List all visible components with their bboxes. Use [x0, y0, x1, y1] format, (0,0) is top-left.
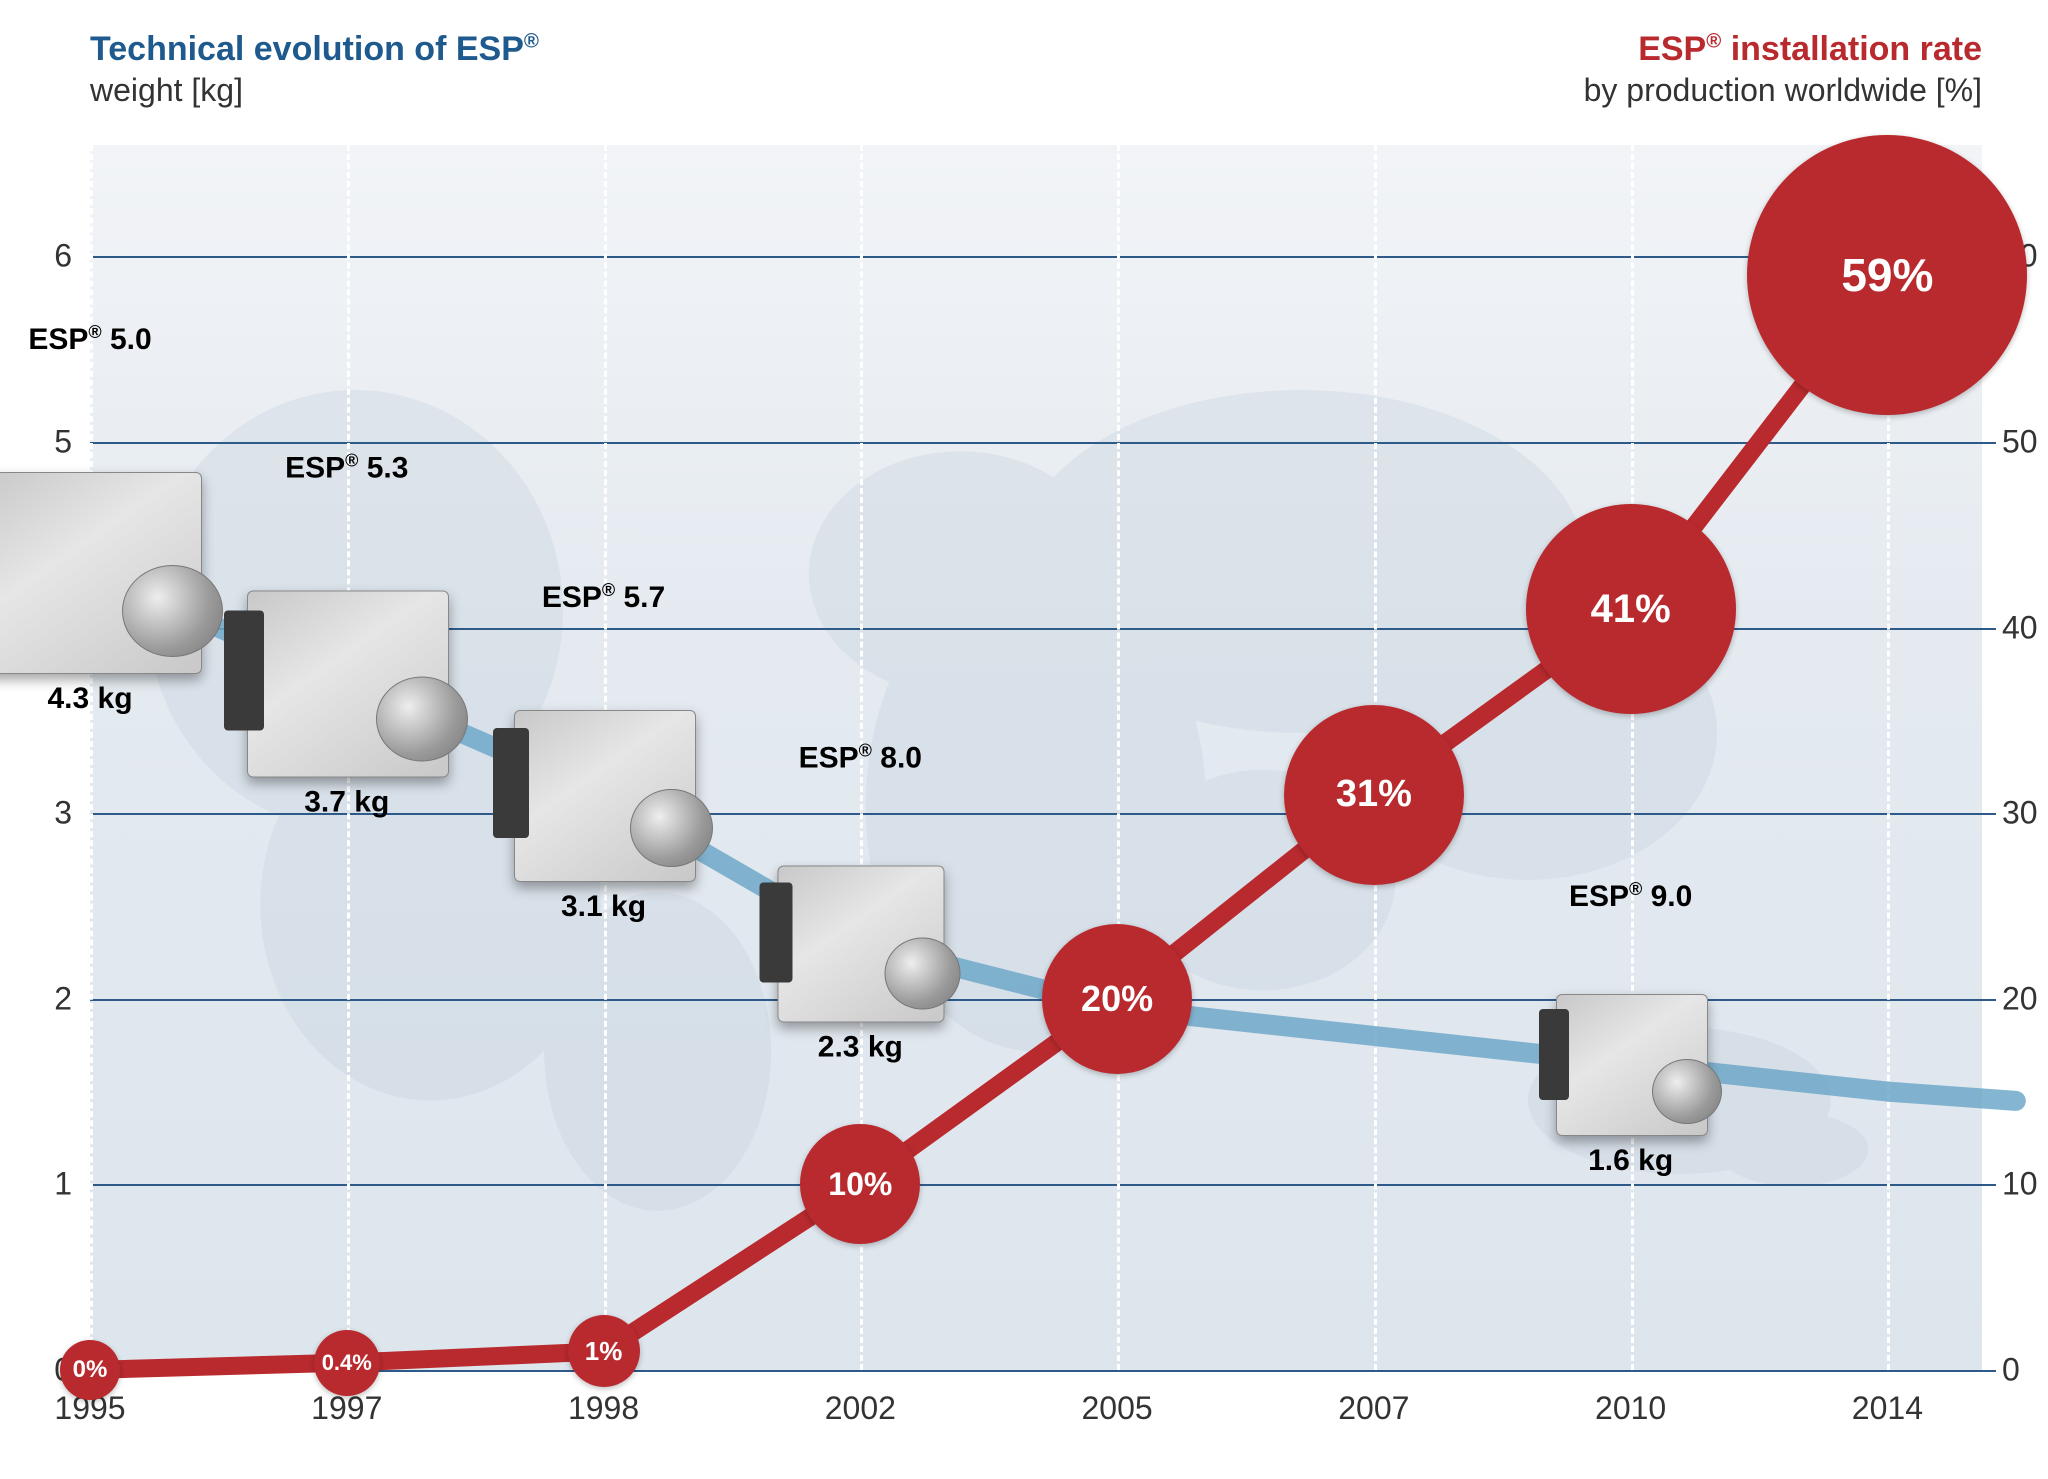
product-body	[247, 591, 449, 778]
x-tick-label: 2014	[1852, 1390, 1923, 1427]
rate-bubble-2010: 41%	[1526, 504, 1736, 714]
left-axis-subtitle: weight [kg]	[90, 72, 243, 109]
product-motor	[884, 937, 960, 1009]
x-tick-label: 2007	[1338, 1390, 1409, 1427]
y-right-tick-label: 10	[2002, 1166, 2038, 1203]
rate-bubble-1998: 1%	[568, 1315, 640, 1387]
y-left-tick-label: 1	[0, 1166, 72, 1203]
product-name-label: ESP® 8.0	[799, 741, 922, 776]
y-right-tick-mark	[1982, 628, 1996, 630]
rate-bubble-1995: 0%	[60, 1340, 120, 1400]
product-esp-5-3: ESP® 5.33.7 kg	[247, 591, 447, 776]
rate-bubble-2014: 59%	[1747, 135, 2027, 415]
x-tick-label: 1998	[568, 1390, 639, 1427]
y-right-tick-label: 30	[2002, 795, 2038, 832]
right-axis-subtitle: by production worldwide [%]	[1584, 72, 1982, 109]
rate-bubble-2007: 31%	[1284, 705, 1464, 885]
gridline-horizontal	[90, 442, 1982, 444]
product-weight-label: 4.3 kg	[47, 682, 132, 716]
y-right-tick-mark	[1982, 1370, 1996, 1372]
rate-bubble-2002: 10%	[800, 1124, 920, 1244]
product-motor	[122, 565, 223, 657]
y-left-tick-label: 5	[0, 423, 72, 460]
chart-root: 0123456010203040506019951997199820022005…	[0, 0, 2048, 1479]
product-connector	[1539, 1009, 1569, 1100]
product-esp-9-0: ESP® 9.01.6 kg	[1556, 994, 1706, 1134]
rate-bubble-1997: 0.4%	[314, 1330, 380, 1396]
product-motor	[1652, 1059, 1722, 1124]
product-body	[0, 472, 202, 674]
y-left-tick-label: 3	[0, 795, 72, 832]
product-motor	[376, 677, 468, 762]
left-axis-title: Technical evolution of ESP®	[90, 30, 539, 69]
product-name-label: ESP® 5.7	[542, 580, 665, 615]
product-motor	[630, 789, 713, 868]
x-tick-label: 2010	[1595, 1390, 1666, 1427]
y-right-tick-mark	[1982, 999, 1996, 1001]
y-left-tick-label: 2	[0, 980, 72, 1017]
product-connector	[493, 728, 529, 839]
y-left-tick-label: 6	[0, 238, 72, 275]
x-tick-label: 2005	[1081, 1390, 1152, 1427]
product-esp-5-7: ESP® 5.73.1 kg	[514, 710, 694, 880]
product-body	[514, 710, 696, 882]
product-name-label: ESP® 5.3	[285, 451, 408, 486]
y-right-tick-label: 20	[2002, 980, 2038, 1017]
product-weight-label: 2.3 kg	[818, 1031, 903, 1065]
product-body	[1556, 994, 1708, 1136]
y-right-tick-label: 0	[2002, 1352, 2020, 1389]
product-name-label: ESP® 5.0	[28, 322, 151, 357]
y-right-tick-label: 50	[2002, 423, 2038, 460]
gridline-horizontal	[90, 1184, 1982, 1186]
y-right-tick-mark	[1982, 442, 1996, 444]
product-name-label: ESP® 9.0	[1569, 879, 1692, 914]
product-weight-label: 3.1 kg	[561, 890, 646, 924]
rate-bubble-2005: 20%	[1042, 924, 1192, 1074]
product-connector	[759, 882, 792, 983]
product-esp-8-0: ESP® 8.02.3 kg	[778, 866, 943, 1021]
gridline-vertical	[1117, 145, 1120, 1370]
gridline-vertical	[1631, 145, 1634, 1370]
product-connector	[224, 610, 264, 730]
y-right-tick-mark	[1982, 1184, 1996, 1186]
y-right-tick-mark	[1982, 813, 1996, 815]
y-right-tick-label: 40	[2002, 609, 2038, 646]
gridline-horizontal	[90, 256, 1982, 258]
x-tick-label: 2002	[825, 1390, 896, 1427]
right-axis-title: ESP® installation rate	[1638, 30, 1982, 69]
product-weight-label: 3.7 kg	[304, 786, 389, 820]
product-weight-label: 1.6 kg	[1588, 1144, 1673, 1178]
product-body	[778, 866, 945, 1023]
product-esp-5-0: ESP® 5.04.3 kg	[0, 472, 200, 672]
